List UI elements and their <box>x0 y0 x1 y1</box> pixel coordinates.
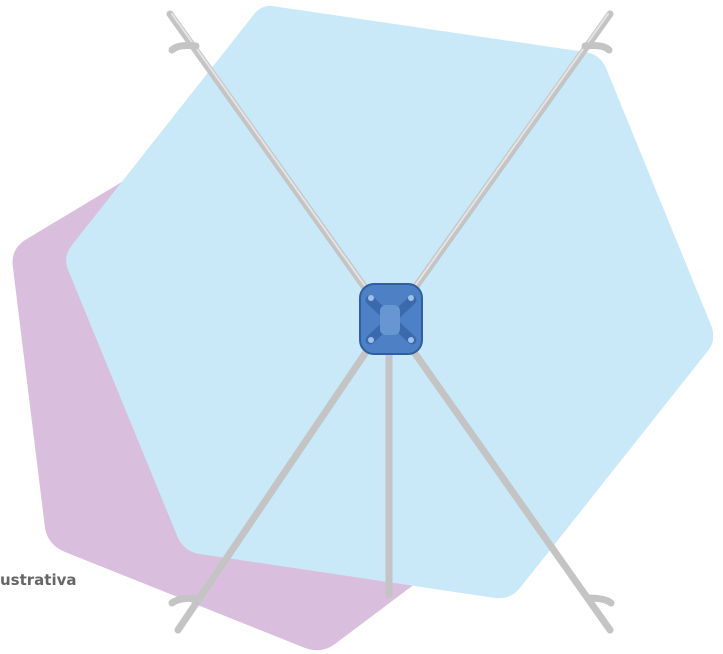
hub-screw <box>408 337 414 343</box>
rod-highlight <box>171 13 369 291</box>
rod <box>166 10 372 296</box>
hub-detail <box>380 305 400 335</box>
rod-highlight <box>411 13 609 291</box>
hub-screw <box>408 295 414 301</box>
hook <box>168 42 200 54</box>
rod <box>174 348 370 634</box>
hook <box>584 594 615 607</box>
hub-screw <box>368 337 374 343</box>
caption: ustrativa <box>0 571 77 589</box>
hook <box>581 42 613 54</box>
rod <box>410 348 614 634</box>
rod <box>408 10 614 296</box>
stand <box>166 10 615 634</box>
hook <box>168 594 200 607</box>
hub-screw <box>368 295 374 301</box>
